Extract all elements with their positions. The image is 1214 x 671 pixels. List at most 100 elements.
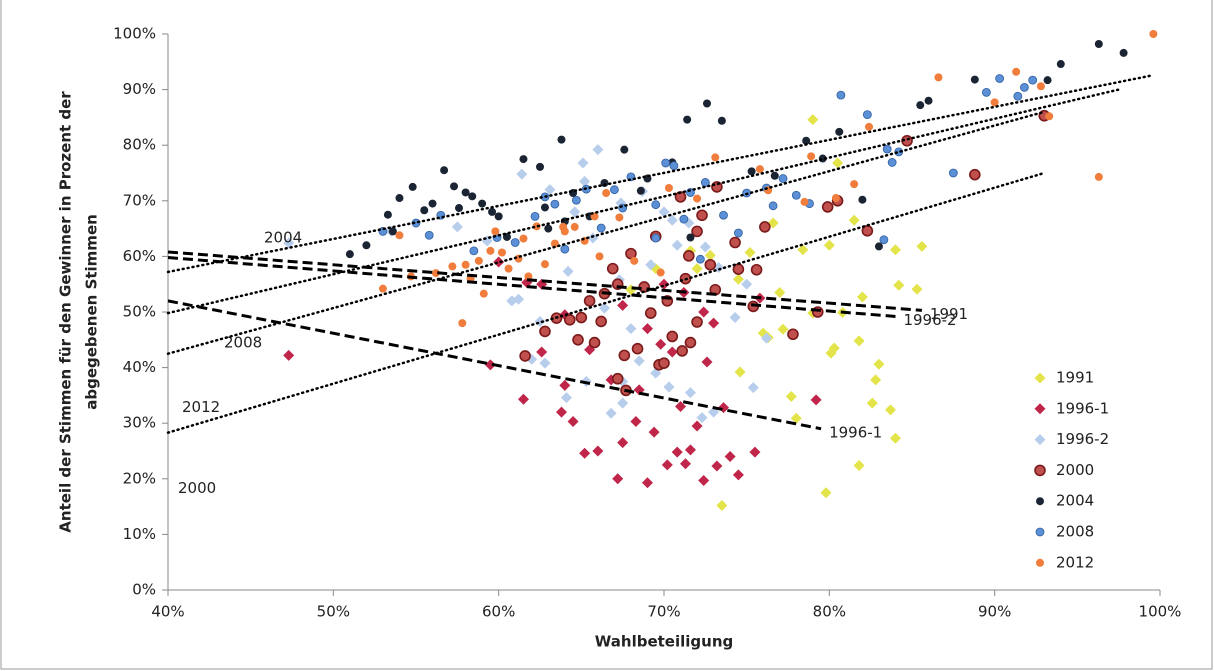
- data-point: [577, 157, 589, 169]
- data-point: [519, 350, 531, 362]
- data-point: [732, 273, 744, 285]
- data-point: [605, 407, 617, 419]
- trend-label: 1991: [930, 305, 968, 323]
- data-point: [873, 358, 885, 370]
- data-point: [885, 404, 897, 416]
- legend-marker: [1034, 434, 1046, 446]
- data-point: [641, 323, 653, 335]
- trend-label: 2000: [178, 479, 216, 497]
- data-point: [874, 242, 883, 251]
- data-point: [283, 237, 295, 249]
- x-tick-label: 60%: [482, 603, 515, 621]
- data-point: [711, 460, 723, 472]
- data-point: [615, 213, 624, 222]
- data-point: [345, 250, 354, 259]
- data-point: [982, 87, 991, 97]
- data-point: [562, 265, 574, 277]
- data-point: [550, 199, 560, 209]
- data-point: [557, 135, 566, 144]
- data-point: [408, 182, 417, 191]
- data-point: [544, 184, 556, 196]
- data-point: [362, 241, 371, 250]
- data-point: [506, 295, 518, 307]
- data-point: [791, 190, 801, 200]
- data-point: [1094, 172, 1103, 181]
- y-tick-label: 30%: [123, 414, 156, 432]
- data-point: [683, 115, 692, 124]
- data-point: [544, 224, 553, 233]
- data-point: [807, 114, 819, 126]
- data-point: [658, 357, 670, 369]
- data-point: [510, 238, 520, 247]
- data-point: [691, 316, 703, 328]
- data-point: [696, 412, 708, 424]
- data-point: [1012, 67, 1021, 76]
- data-point: [448, 262, 457, 271]
- data-point: [563, 313, 576, 326]
- data-point: [732, 469, 744, 481]
- data-point: [588, 336, 601, 349]
- legend-label: 2008: [1056, 523, 1094, 541]
- data-point: [807, 152, 816, 161]
- x-tick-label: 90%: [978, 603, 1011, 621]
- data-point: [755, 165, 764, 174]
- y-axis-title: Anteil der Stimmen für den Gewinner in P…: [57, 91, 75, 533]
- data-point: [717, 116, 726, 125]
- data-point: [424, 230, 434, 240]
- data-point: [592, 144, 604, 156]
- data-point: [610, 185, 619, 195]
- data-point: [540, 260, 549, 269]
- trend-label: 2004: [264, 228, 302, 246]
- data-point: [488, 207, 497, 216]
- data-point: [684, 336, 697, 349]
- data-point: [778, 174, 788, 183]
- data-point: [450, 182, 459, 191]
- data-point: [519, 234, 528, 243]
- x-tick-label: 50%: [317, 603, 350, 621]
- data-point: [517, 393, 529, 405]
- x-tick-label: 70%: [647, 603, 680, 621]
- data-point: [478, 199, 487, 208]
- data-point: [598, 302, 610, 314]
- data-point: [823, 239, 835, 251]
- data-point: [691, 420, 703, 432]
- data-point: [676, 345, 688, 357]
- data-point: [1036, 82, 1045, 91]
- data-point: [679, 458, 691, 470]
- data-point: [630, 416, 642, 428]
- data-point: [461, 260, 470, 269]
- data-point: [820, 487, 832, 499]
- legend-marker: [1034, 464, 1046, 477]
- data-point: [539, 325, 551, 338]
- data-point: [696, 209, 708, 222]
- data-point: [866, 397, 878, 409]
- data-point: [595, 315, 607, 328]
- data-point: [644, 307, 657, 319]
- data-point: [451, 221, 463, 233]
- y-axis-title: abgegebenen Stimmen: [83, 214, 101, 410]
- data-point: [970, 75, 979, 84]
- data-point: [948, 168, 958, 178]
- data-point: [560, 227, 569, 236]
- data-point: [579, 447, 591, 459]
- data-point: [853, 335, 865, 347]
- data-point: [572, 333, 584, 346]
- y-tick-label: 100%: [113, 25, 156, 43]
- data-point: [648, 426, 660, 438]
- data-point: [671, 446, 683, 458]
- data-point: [698, 306, 710, 318]
- data-point: [283, 349, 295, 361]
- data-point: [620, 145, 629, 154]
- data-point: [596, 223, 606, 233]
- data-point: [388, 227, 397, 236]
- trend-line: [167, 256, 896, 318]
- data-point: [1119, 48, 1128, 57]
- data-point: [625, 323, 637, 335]
- data-point: [768, 201, 778, 211]
- data-point: [618, 349, 631, 362]
- data-point: [617, 299, 629, 311]
- data-point: [461, 188, 470, 197]
- legend-marker: [1035, 527, 1045, 537]
- data-point: [870, 374, 882, 386]
